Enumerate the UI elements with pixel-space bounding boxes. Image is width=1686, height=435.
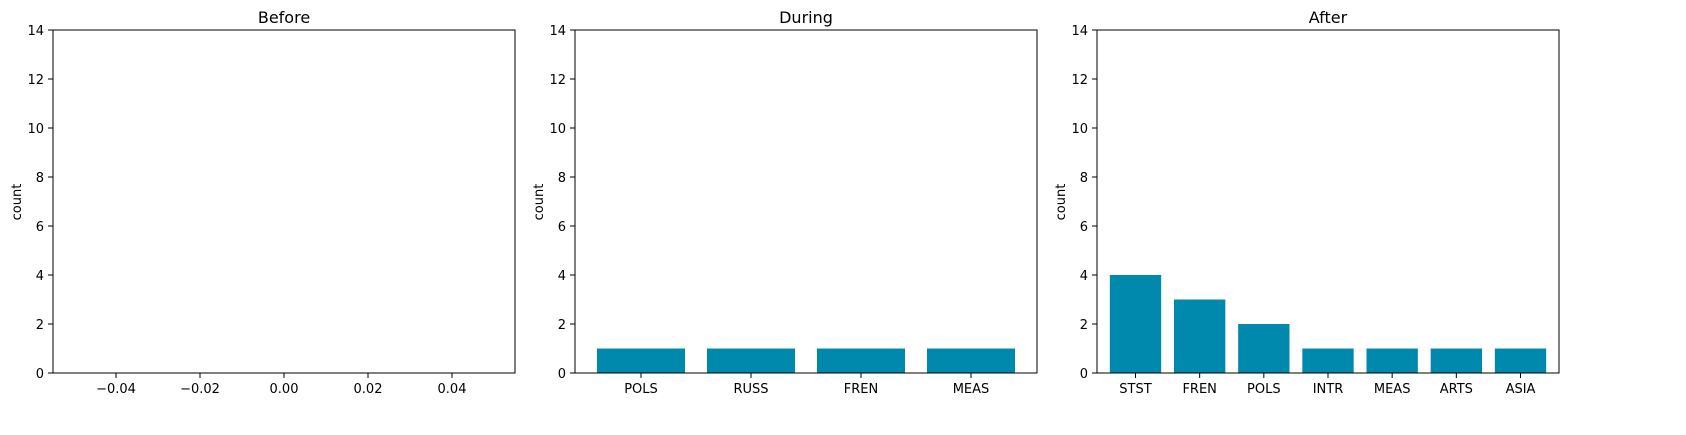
x-tick-label: FREN <box>844 382 878 397</box>
x-tick-label: INTR <box>1313 382 1344 397</box>
y-tick-label: 6 <box>558 220 566 235</box>
plot-frame <box>574 29 1038 374</box>
y-tick-label: 14 <box>549 24 566 39</box>
y-tick-label: 4 <box>36 269 44 284</box>
y-tick-label: 8 <box>1080 171 1088 186</box>
y-tick-label: 10 <box>27 122 44 137</box>
bar-russ <box>707 348 795 373</box>
y-tick-label: 6 <box>1080 220 1088 235</box>
x-tick-label: −0.04 <box>96 382 136 397</box>
plot-frame <box>1096 29 1560 374</box>
x-tick-label: 0.04 <box>438 382 467 397</box>
y-tick-label: 8 <box>36 171 44 186</box>
x-tick-label: STST <box>1119 382 1151 397</box>
x-tick-label: ARTS <box>1440 382 1473 397</box>
chart-title: After <box>1309 8 1348 27</box>
panel-before: Before count −0.04 −0.02 0.00 0.02 0.04 0 2 4 6 8… <box>10 8 516 397</box>
bar-arts <box>1430 348 1482 373</box>
x-tick-label: −0.02 <box>180 382 220 397</box>
y-tick-label: 14 <box>27 24 44 39</box>
panel-after: After count STST FREN POLS INTR MEAS ARTS ASIA… <box>1054 8 1560 397</box>
y-tick-label: 12 <box>27 73 44 88</box>
y-tick-label: 4 <box>1080 269 1088 284</box>
y-axis-label: count <box>532 184 547 221</box>
y-tick-label: 0 <box>558 367 566 382</box>
y-tick-label: 2 <box>1080 318 1088 333</box>
x-tick-label: FREN <box>1182 382 1216 397</box>
x-tick-label: RUSS <box>733 382 768 397</box>
y-tick-label: 6 <box>36 220 44 235</box>
y-tick-label: 2 <box>558 318 566 333</box>
y-tick-label: 12 <box>549 73 566 88</box>
y-tick-label: 4 <box>558 269 566 284</box>
panel-during: During count POLS RUSS FREN MEAS 0 2 4 6 8 10 12 14 <box>532 8 1038 397</box>
plot-frame <box>52 29 516 374</box>
bar-pols <box>1238 324 1290 373</box>
chart-title: Before <box>258 8 310 27</box>
y-tick-label: 10 <box>549 122 566 137</box>
bar-fren <box>1174 299 1226 373</box>
bar-meas <box>927 348 1015 373</box>
bar-stst <box>1109 275 1162 373</box>
x-tick-label: POLS <box>1247 382 1281 397</box>
x-tick-label: MEAS <box>1374 382 1411 397</box>
y-axis-label: count <box>1054 184 1069 221</box>
y-tick-label: 8 <box>558 171 566 186</box>
y-axis-label: count <box>10 184 25 221</box>
y-tick-label: 2 <box>36 318 44 333</box>
x-tick-label: MEAS <box>953 382 990 397</box>
x-tick-label: ASIA <box>1506 382 1536 397</box>
y-tick-label: 12 <box>1071 73 1088 88</box>
bar-intr <box>1302 348 1354 373</box>
bar-fren <box>817 348 905 373</box>
y-tick-label: 14 <box>1071 24 1088 39</box>
x-tick-label: 0.02 <box>354 382 383 397</box>
bar-meas <box>1366 348 1418 373</box>
x-tick-label: POLS <box>624 382 658 397</box>
chart-title: During <box>779 8 833 27</box>
y-tick-label: 10 <box>1071 122 1088 137</box>
bar-pols <box>597 348 685 373</box>
y-tick-label: 0 <box>1080 367 1088 382</box>
bar-asia <box>1494 348 1547 373</box>
x-tick-label: 0.00 <box>270 382 299 397</box>
y-tick-label: 0 <box>36 367 44 382</box>
